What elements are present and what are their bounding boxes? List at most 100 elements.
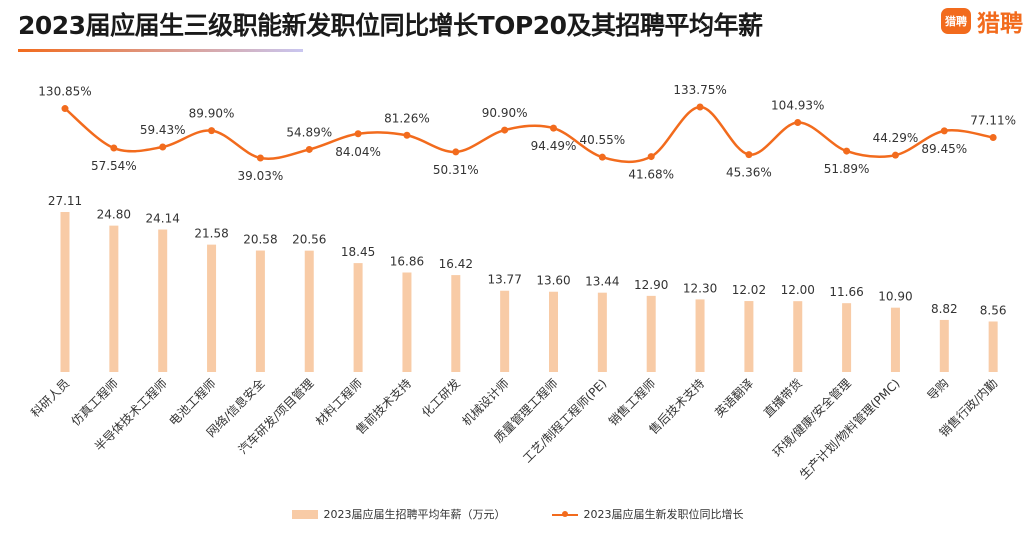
- chart-legend: 2023届应届生招聘平均年薪（万元） 2023届应届生新发职位同比增长: [0, 506, 1035, 522]
- bar-label-5: 20.56: [292, 233, 326, 247]
- bar-label-19: 8.56: [980, 303, 1007, 317]
- legend-label-growth: 2023届应届生新发职位同比增长: [583, 508, 744, 521]
- line-label-18: 89.45%: [921, 142, 967, 156]
- line-point-2[interactable]: [159, 143, 167, 151]
- line-label-19: 77.11%: [970, 113, 1016, 127]
- legend-bar-swatch-icon: [291, 509, 318, 519]
- bar-12[interactable]: [646, 295, 656, 372]
- bar-14[interactable]: [744, 301, 754, 372]
- bar-0[interactable]: [60, 212, 70, 372]
- line-point-18[interactable]: [940, 127, 948, 135]
- bar-15[interactable]: [793, 301, 803, 372]
- bar-label-12: 12.90: [634, 278, 668, 292]
- bar-label-8: 16.42: [439, 257, 473, 271]
- category-label-18: 导购: [924, 376, 952, 404]
- category-label-9: 机械设计师: [459, 376, 512, 429]
- line-label-4: 39.03%: [238, 169, 284, 183]
- bar-11[interactable]: [597, 292, 607, 372]
- bar-19[interactable]: [988, 321, 998, 372]
- line-label-0: 130.85%: [38, 85, 91, 99]
- line-point-12[interactable]: [647, 153, 655, 161]
- line-label-6: 84.04%: [335, 145, 381, 159]
- line-point-5[interactable]: [305, 145, 313, 153]
- legend-item-growth[interactable]: 2023届应届生新发职位同比增长: [551, 506, 744, 522]
- bar-6[interactable]: [353, 263, 363, 372]
- bar-label-2: 24.14: [146, 212, 180, 226]
- line-point-11[interactable]: [598, 153, 606, 161]
- bar-label-1: 24.80: [97, 208, 131, 222]
- line-point-1[interactable]: [110, 144, 118, 152]
- category-label-6: 材料工程师: [312, 376, 365, 429]
- category-label-3: 电池工程师: [166, 376, 219, 429]
- bar-label-4: 20.58: [243, 233, 277, 247]
- line-point-19[interactable]: [989, 133, 997, 141]
- legend-label-salary: 2023届应届生招聘平均年薪（万元）: [323, 508, 506, 521]
- line-point-17[interactable]: [891, 151, 899, 159]
- bar-label-13: 12.30: [683, 281, 717, 295]
- bar-label-3: 21.58: [194, 227, 228, 241]
- title-underline: [18, 49, 303, 52]
- bar-label-9: 13.77: [487, 273, 521, 287]
- line-point-15[interactable]: [794, 119, 802, 127]
- bar-4[interactable]: [255, 250, 265, 372]
- growth-line: [64, 105, 994, 164]
- bar-9[interactable]: [500, 290, 510, 372]
- category-label-8: 化工研发: [418, 376, 463, 421]
- line-point-6[interactable]: [354, 130, 362, 138]
- line-point-7[interactable]: [403, 131, 411, 139]
- line-label-2: 59.43%: [140, 123, 186, 137]
- chart-title: 2023届应届生三级职能新发职位同比增长TOP20及其招聘平均年薪: [18, 11, 763, 40]
- bar-label-7: 16.86: [390, 254, 424, 268]
- category-label-11: 工艺/制程工程师(PE): [520, 376, 610, 466]
- bar-8[interactable]: [451, 275, 461, 372]
- category-label-14: 英语翻译: [712, 376, 756, 420]
- line-point-16[interactable]: [843, 147, 851, 155]
- bar-label-14: 12.02: [732, 283, 766, 297]
- category-label-12: 销售工程师: [605, 376, 658, 429]
- legend-item-salary[interactable]: 2023届应届生招聘平均年薪（万元）: [291, 506, 506, 522]
- line-label-14: 45.36%: [726, 166, 772, 180]
- line-point-8[interactable]: [452, 148, 460, 156]
- line-label-17: 44.29%: [873, 131, 919, 145]
- line-label-16: 51.89%: [824, 162, 870, 176]
- bar-13[interactable]: [695, 299, 705, 372]
- bar-label-16: 11.66: [829, 285, 863, 299]
- line-point-13[interactable]: [696, 103, 704, 111]
- bar-label-11: 13.44: [585, 275, 619, 289]
- bar-label-18: 8.82: [931, 302, 958, 316]
- line-label-9: 90.90%: [482, 106, 528, 120]
- line-point-4[interactable]: [256, 154, 264, 162]
- bar-3[interactable]: [207, 244, 217, 372]
- legend-line-swatch-icon: [551, 510, 578, 519]
- bar-10[interactable]: [549, 291, 558, 372]
- bar-label-6: 18.45: [341, 245, 375, 259]
- bar-2[interactable]: [158, 229, 168, 372]
- bar-label-10: 13.60: [536, 274, 570, 288]
- bar-1[interactable]: [109, 225, 119, 372]
- line-label-5: 54.89%: [286, 125, 332, 139]
- brand-name: 猎聘: [977, 11, 1023, 37]
- line-point-9[interactable]: [501, 126, 509, 134]
- line-point-14[interactable]: [745, 151, 753, 159]
- bar-5[interactable]: [304, 250, 314, 372]
- line-point-10[interactable]: [550, 124, 557, 132]
- line-label-1: 57.54%: [91, 159, 137, 173]
- line-label-11: 40.55%: [579, 133, 625, 147]
- line-label-3: 89.90%: [189, 107, 235, 121]
- category-label-0: 科研人员: [28, 376, 72, 420]
- bar-label-0: 27.11: [48, 194, 82, 208]
- line-label-15: 104.93%: [771, 99, 824, 113]
- bar-16[interactable]: [842, 303, 852, 372]
- line-point-0[interactable]: [61, 105, 69, 113]
- line-label-8: 50.31%: [433, 163, 479, 177]
- brand-badge-icon: 猎聘: [941, 8, 971, 34]
- bar-7[interactable]: [402, 272, 412, 372]
- line-point-3[interactable]: [208, 127, 216, 135]
- category-label-17: 生产计划/物料管理(PMC): [796, 376, 902, 482]
- line-label-10: 94.49%: [531, 139, 577, 153]
- bar-17[interactable]: [890, 307, 900, 372]
- line-label-7: 81.26%: [384, 111, 430, 125]
- brand-logo: 猎聘 猎聘: [941, 4, 1023, 38]
- bar-18[interactable]: [939, 319, 949, 372]
